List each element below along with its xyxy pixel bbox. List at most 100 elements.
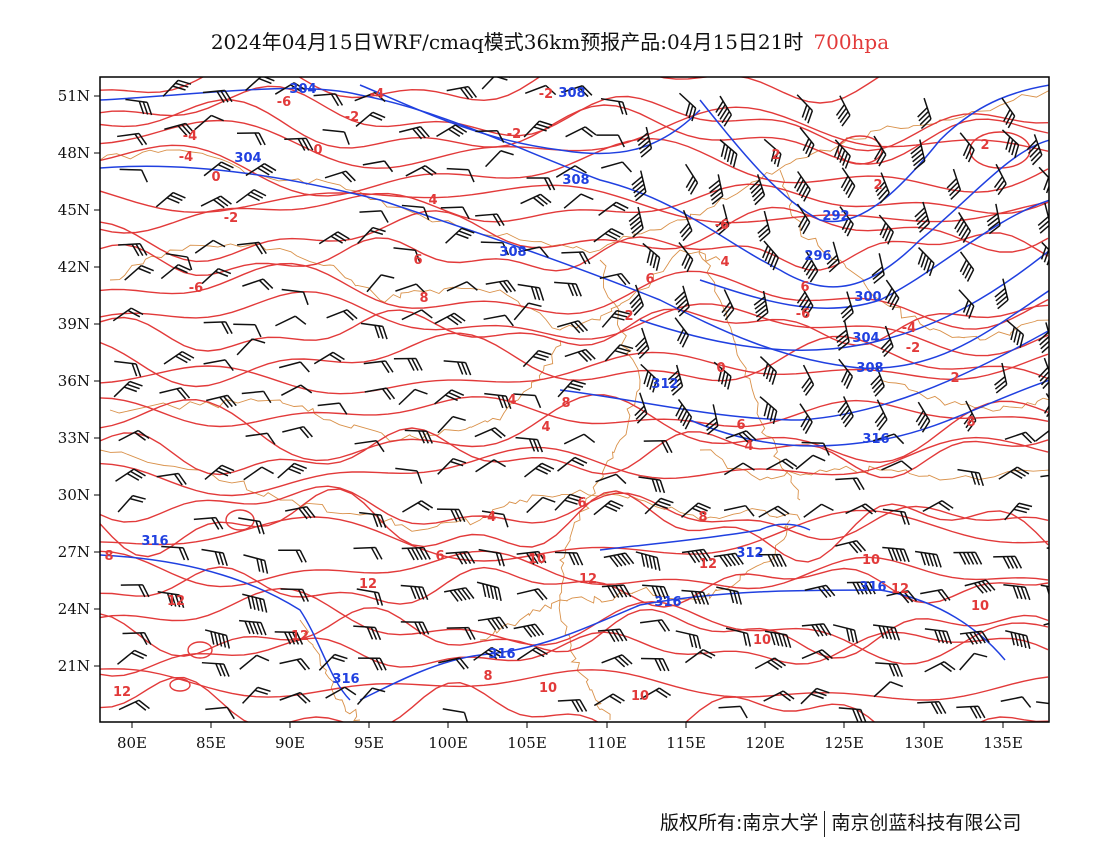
temperature-label: -4 <box>179 150 193 165</box>
wind-barb <box>243 554 269 574</box>
wind-barb <box>200 195 232 209</box>
boundary-line <box>698 249 801 501</box>
wind-barb <box>245 77 275 92</box>
wind-barb <box>285 505 316 520</box>
wind-barb <box>157 590 185 608</box>
wind-barb <box>446 167 475 183</box>
wind-barb <box>636 126 653 158</box>
wind-barb <box>958 289 975 319</box>
wind-barb <box>644 497 674 515</box>
temperature-label: 8 <box>104 549 113 564</box>
wind-barb <box>986 203 1001 235</box>
lon-label: 80E <box>117 734 147 752</box>
lat-label: 36N <box>58 372 90 390</box>
wind-barb <box>993 163 1007 196</box>
wind-barb <box>833 139 851 169</box>
wind-barb <box>279 658 311 671</box>
wind-barb <box>517 647 548 661</box>
wind-barb <box>874 399 888 431</box>
height-label: 316 <box>859 580 886 595</box>
wind-barb <box>1004 502 1033 521</box>
lon-label: 115E <box>666 734 706 752</box>
wind-barb <box>674 285 690 317</box>
wind-barb <box>604 344 634 362</box>
lat-label: 24N <box>58 600 90 618</box>
wind-barb <box>359 210 389 223</box>
wind-barb <box>675 399 693 430</box>
wind-barb <box>400 621 430 635</box>
lat-label: 30N <box>58 486 90 504</box>
temperature-label: 0 <box>313 143 322 158</box>
chart-title: 2024年04月15日WRF/cmaq模式36km预报产品:04月15日21时 7… <box>0 26 1100 55</box>
wind-barb <box>914 550 942 568</box>
temperature-label: -4 <box>482 510 496 525</box>
wind-barb <box>1003 583 1031 601</box>
wind-barb <box>801 623 832 637</box>
wind-barb <box>631 170 647 202</box>
boundary-line <box>559 259 641 601</box>
wind-barb <box>522 349 552 368</box>
wind-barb <box>718 705 748 719</box>
wind-barb <box>444 587 475 602</box>
footer-divider <box>824 810 826 837</box>
wind-barb <box>118 699 150 711</box>
temperature-label: 4 <box>541 420 550 435</box>
wind-barb <box>601 654 633 668</box>
wind-barb <box>557 379 586 398</box>
wind-barb <box>914 201 931 233</box>
wind-barb <box>1036 701 1049 706</box>
wind-barb <box>963 400 977 432</box>
wind-barb <box>635 551 661 571</box>
temperature-contour-line <box>100 676 1049 722</box>
wind-barb <box>835 95 851 127</box>
wind-barb <box>362 160 394 173</box>
contour-labels: 304 308 304 308 308 292 296 300 304 308 312 316 312 3… <box>104 82 989 704</box>
wind-barb <box>112 307 144 322</box>
wind-barb <box>872 624 901 641</box>
wind-barb <box>237 241 267 255</box>
wind-barb <box>275 315 307 327</box>
wind-barb <box>356 588 384 606</box>
wind-barb <box>117 649 148 665</box>
wind-barb <box>443 360 472 376</box>
lon-label: 90E <box>275 734 305 752</box>
wind-barb <box>917 97 932 130</box>
height-label: 308 <box>562 173 589 188</box>
wind-barb <box>393 247 421 264</box>
temperature-label: 2 <box>873 178 882 193</box>
map-axes: 80E 85E 90E 95E 100E 105E 110E 115E 120E 125E 130E… <box>58 87 1023 752</box>
temperature-label: 12 <box>167 594 185 609</box>
wind-barb <box>917 247 935 277</box>
wind-barb <box>393 357 423 371</box>
wind-barb <box>601 161 633 173</box>
wind-barb <box>446 85 478 100</box>
wind-barb <box>678 92 697 122</box>
wind-barb <box>884 279 900 311</box>
temperature-label: 6 <box>577 496 586 511</box>
temperature-label: 12 <box>291 629 309 644</box>
wind-barb <box>114 360 142 377</box>
wind-barb <box>485 150 514 168</box>
temperature-label: 8 <box>419 291 428 306</box>
height-contour-line <box>639 249 1049 351</box>
wind-barb <box>596 134 625 148</box>
wind-barb <box>160 263 191 280</box>
temperature-label: 10 <box>971 599 989 614</box>
wind-barb <box>725 430 757 444</box>
lon-label: 120E <box>745 734 785 752</box>
temperature-label: -6 <box>796 307 810 322</box>
wind-barb <box>245 432 276 445</box>
lat-label: 42N <box>58 258 90 276</box>
wind-barb <box>115 468 146 482</box>
temperature-label: 6 <box>645 272 654 287</box>
wind-barb <box>473 646 504 661</box>
height-label: 316 <box>332 672 359 687</box>
temperature-contour-line <box>100 99 1049 165</box>
boundary-line <box>100 449 801 532</box>
wind-barb <box>117 132 148 146</box>
wind-barb <box>445 551 476 565</box>
wind-barb <box>236 132 266 146</box>
wind-barb <box>593 228 624 243</box>
wind-barb <box>715 95 733 127</box>
